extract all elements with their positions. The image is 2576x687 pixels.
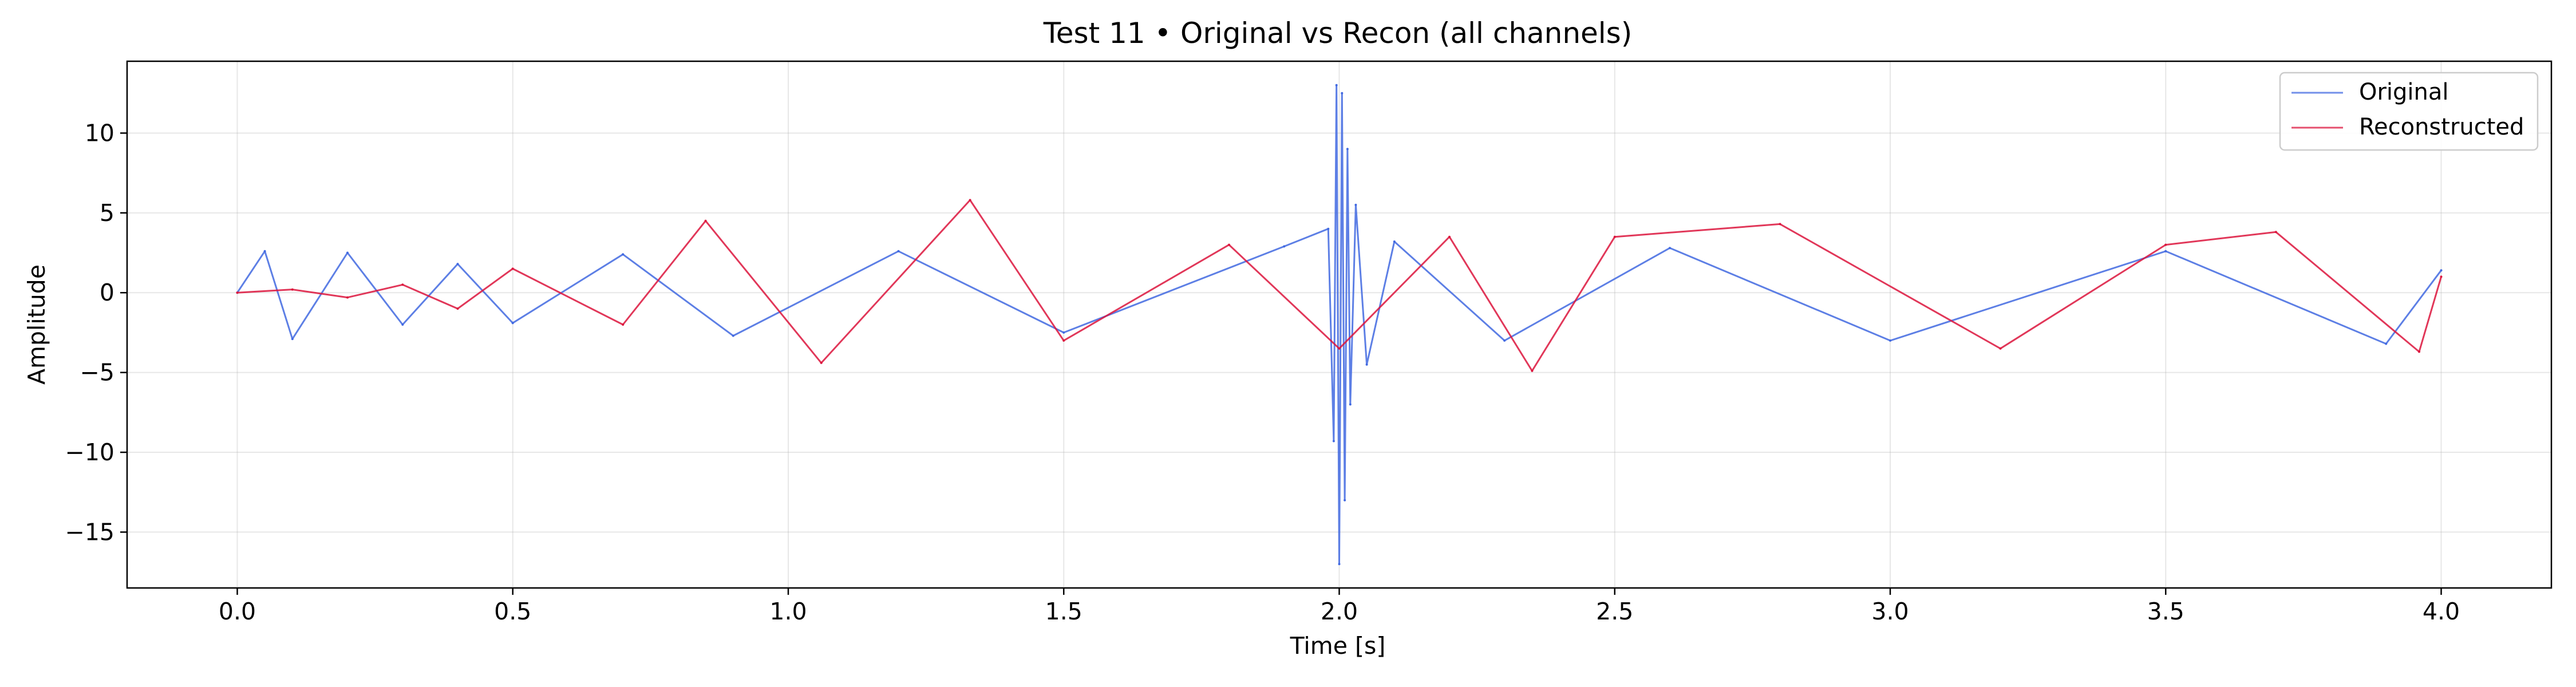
data-point-original (1669, 247, 1671, 250)
data-point-original (346, 251, 349, 254)
series-reconstructed (236, 199, 2443, 372)
data-point-original (401, 323, 404, 326)
data-point-reconstructed (2440, 275, 2443, 278)
data-point-reconstructed (1779, 223, 1781, 226)
data-point-reconstructed (2418, 350, 2420, 353)
data-point-original (1349, 403, 1352, 406)
legend-label-reconstructed: Reconstructed (2359, 114, 2524, 140)
data-point-reconstructed (401, 283, 404, 286)
series-line-reconstructed (237, 199, 2442, 372)
x-tick-label: 1.5 (1045, 598, 1082, 625)
y-tick-label: 0 (100, 279, 114, 306)
data-point-reconstructed (1999, 347, 2002, 350)
series-original (236, 84, 2443, 566)
data-point-original (456, 263, 459, 266)
chart-title: Test 11 • Original vs Recon (all channel… (1043, 17, 1633, 50)
y-tick-label: −5 (80, 359, 114, 386)
data-point-original (1341, 92, 1344, 94)
data-point-original (1332, 440, 1335, 443)
data-point-reconstructed (291, 288, 294, 291)
data-point-original (2164, 250, 2167, 252)
data-point-reconstructed (622, 323, 625, 326)
y-axis-ticks: 10 5 0 −5 −10 −15 (65, 119, 127, 546)
x-tick-label: 0.0 (219, 598, 256, 625)
legend-label-original: Original (2359, 79, 2449, 105)
data-point-original (1503, 339, 1506, 342)
data-point-original (1338, 563, 1341, 566)
data-point-reconstructed (1062, 339, 1065, 342)
x-tick-label: 2.0 (1321, 598, 1358, 625)
y-tick-label: −10 (65, 439, 114, 466)
x-tick-label: 1.0 (769, 598, 807, 625)
data-point-original (1889, 339, 1891, 342)
data-point-reconstructed (236, 291, 239, 294)
y-tick-label: −15 (65, 518, 114, 546)
x-axis-label: Time [s] (1290, 632, 1386, 660)
data-point-original (1335, 84, 1338, 86)
data-point-original (1354, 203, 1357, 206)
data-point-reconstructed (1338, 347, 1341, 350)
data-point-reconstructed (1531, 369, 1534, 372)
data-point-original (263, 250, 266, 252)
data-point-original (511, 322, 514, 325)
data-point-original (2440, 269, 2443, 272)
data-point-original (291, 338, 294, 341)
data-point-reconstructed (2164, 243, 2167, 246)
y-axis-label: Amplitude (23, 264, 50, 385)
x-axis-ticks: 0.0 0.5 1.0 1.5 2.0 2.5 3.0 3.5 4.0 (219, 588, 2460, 625)
x-tick-label: 3.0 (1871, 598, 1909, 625)
data-point-original (1344, 499, 1346, 502)
data-point-reconstructed (1228, 243, 1230, 246)
data-point-reconstructed (969, 199, 971, 202)
data-point-reconstructed (1448, 235, 1451, 238)
data-point-reconstructed (704, 219, 707, 222)
x-tick-label: 2.5 (1596, 598, 1633, 625)
legend: Original Reconstructed (2279, 72, 2539, 151)
data-point-reconstructed (456, 307, 459, 310)
data-point-original (1327, 227, 1330, 230)
data-point-reconstructed (2274, 231, 2277, 234)
data-point-original (1365, 363, 1368, 366)
data-point-original (1062, 331, 1065, 334)
data-point-original (622, 253, 625, 256)
data-point-reconstructed (820, 361, 823, 364)
data-point-original (732, 334, 734, 337)
x-tick-label: 3.5 (2147, 598, 2184, 625)
data-point-reconstructed (511, 267, 514, 270)
data-point-reconstructed (1613, 235, 1616, 238)
data-point-original (897, 250, 900, 252)
y-tick-label: 5 (100, 199, 114, 227)
data-point-original (2385, 342, 2388, 345)
data-point-original (1283, 245, 1286, 248)
y-tick-label: 10 (85, 119, 114, 147)
x-tick-label: 4.0 (2423, 598, 2460, 625)
x-tick-label: 0.5 (494, 598, 531, 625)
plot-series (236, 84, 2443, 566)
data-point-original (1393, 240, 1396, 243)
legend-box (2279, 72, 2539, 151)
data-point-reconstructed (346, 296, 349, 299)
data-point-original (1346, 148, 1349, 151)
